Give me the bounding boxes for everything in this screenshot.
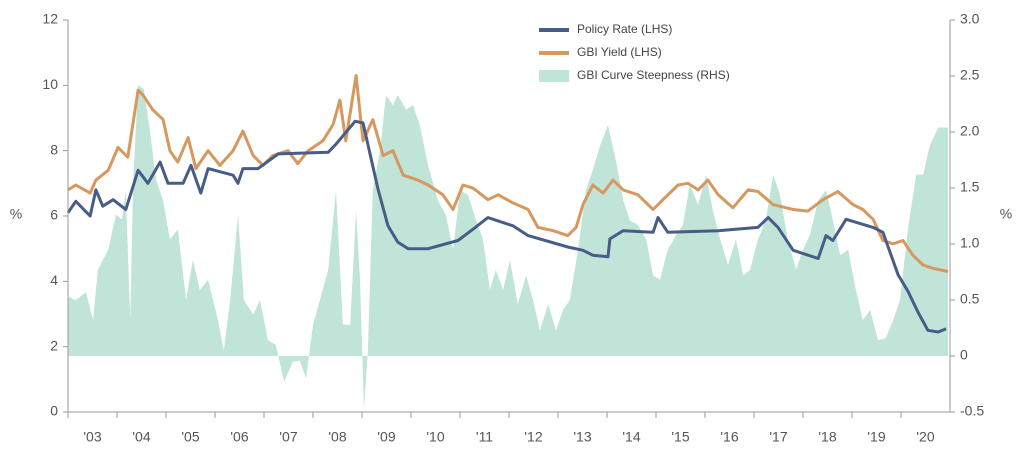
x-tick-label: '14 — [622, 429, 640, 445]
x-tick-label: '20 — [916, 429, 934, 445]
x-tick-label: '16 — [720, 429, 738, 445]
x-tick-label: '03 — [83, 429, 101, 445]
y2-tick-label: 2.0 — [960, 123, 980, 139]
x-tick-label: '11 — [476, 429, 493, 445]
y2-tick-label: 2.5 — [960, 67, 980, 83]
x-tick-label: '19 — [867, 429, 885, 445]
y2-tick-label: 0.5 — [960, 291, 980, 307]
area — [68, 85, 948, 410]
y2-axis-label: % — [1000, 206, 1012, 222]
y-tick-label: 8 — [50, 141, 58, 157]
x-tick-label: '09 — [377, 429, 395, 445]
y-tick-label: 12 — [42, 11, 58, 27]
line — [67, 74, 949, 273]
y-tick-label: 6 — [50, 207, 58, 223]
legend-label: GBI Curve Steepness (RHS) — [577, 68, 730, 82]
y2-tick-label: 0 — [960, 347, 968, 363]
x-tick-label: '15 — [671, 429, 689, 445]
y-tick-label: 2 — [50, 337, 58, 353]
y2-tick-label: -0.5 — [960, 403, 984, 419]
plot-area — [66, 74, 949, 410]
x-tick-label: '18 — [818, 429, 836, 445]
y-tick-label: 4 — [50, 272, 58, 288]
x-tick-label: '13 — [573, 429, 591, 445]
y-tick-label: 0 — [50, 403, 58, 419]
x-tick-label: '06 — [230, 429, 248, 445]
x-tick-label: '05 — [181, 429, 199, 445]
legend-label: GBI Yield (LHS) — [577, 45, 662, 59]
line — [66, 119, 947, 334]
y2-tick-label: 1.5 — [960, 179, 980, 195]
x-tick-label: '10 — [426, 429, 444, 445]
y-axis-label: % — [10, 206, 22, 222]
x-tick-label: '17 — [769, 429, 787, 445]
x-tick-label: '04 — [132, 429, 150, 445]
x-tick-label: '07 — [279, 429, 297, 445]
y2-tick-label: 1.0 — [960, 235, 980, 251]
y-tick-label: 10 — [42, 76, 58, 92]
x-tick-label: '12 — [524, 429, 542, 445]
legend-label: Policy Rate (LHS) — [577, 22, 672, 36]
y2-tick-label: 3.0 — [960, 11, 980, 27]
legend-swatch — [539, 70, 569, 82]
x-tick-label: '08 — [328, 429, 346, 445]
